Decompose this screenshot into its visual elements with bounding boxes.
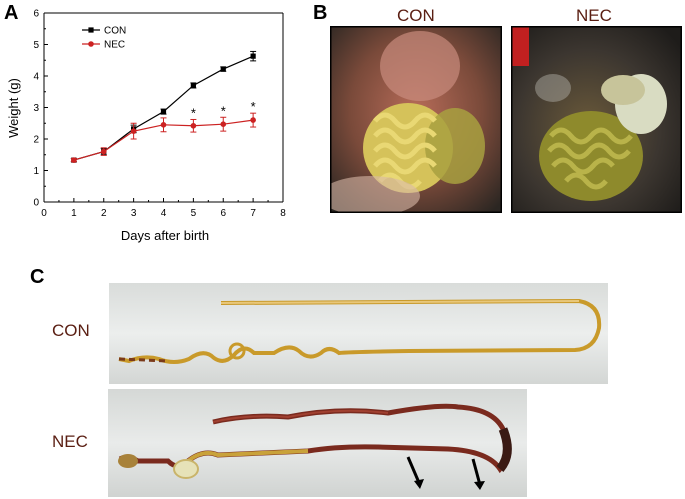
weight-chart: 0 1 2 3 4 5 6 7 8 0 1 2 3 4 5 6 * * * CON NEC Weight (g) D… <box>6 9 286 244</box>
x-axis-label: Days after birth <box>121 228 209 243</box>
x-tick-label: 8 <box>280 208 286 219</box>
data-point-nec <box>190 122 197 129</box>
photo-b-con-label: CON <box>397 6 435 25</box>
panel-label-a: A <box>4 2 19 24</box>
y-tick-label: 5 <box>33 40 39 51</box>
data-point-nec <box>71 157 77 163</box>
chart-marks: * * * <box>70 50 257 163</box>
data-point-nec <box>130 128 137 134</box>
data-point-con <box>250 53 256 59</box>
y-tick-label: 6 <box>33 9 39 20</box>
data-point-con <box>220 66 226 72</box>
y-tick-label: 3 <box>33 103 39 114</box>
data-point-con <box>190 82 196 89</box>
panel-label-c: C <box>30 266 45 288</box>
y-tick-label: 1 <box>33 166 39 177</box>
chart-axes: 0 1 2 3 4 5 6 7 8 0 1 2 3 4 5 6 <box>33 9 286 220</box>
data-point-nec <box>160 122 167 128</box>
x-tick-label: 3 <box>131 208 137 219</box>
data-point-nec <box>220 121 227 127</box>
x-tick-label: 5 <box>191 208 197 219</box>
x-tick-label: 1 <box>71 208 77 219</box>
x-tick-label: 6 <box>220 208 226 219</box>
y-axis-label: Weight (g) <box>6 78 21 138</box>
panel-label-b: B <box>313 2 328 24</box>
photo-c-con <box>109 283 608 384</box>
x-tick-label: 4 <box>161 208 167 219</box>
data-point-nec <box>100 148 107 155</box>
y-tick-label: 0 <box>33 198 39 209</box>
y-tick-label: 4 <box>33 72 39 83</box>
x-tick-label: 7 <box>250 208 256 219</box>
photo-c-con-label: CON <box>52 321 90 340</box>
legend-marker-nec <box>88 41 94 47</box>
significance-marker: * <box>221 103 226 118</box>
photo-c-nec <box>108 389 527 497</box>
legend-label-nec: NEC <box>104 40 125 51</box>
x-tick-label: 0 <box>41 208 47 219</box>
data-point-con <box>160 108 167 115</box>
photo-b-nec <box>511 26 682 213</box>
significance-marker: * <box>251 99 256 114</box>
photo-b-nec-label: NEC <box>576 6 612 25</box>
chart-legend: CON NEC <box>82 26 126 51</box>
data-point-nec <box>250 117 256 123</box>
photo-b-con <box>330 26 502 213</box>
y-tick-label: 2 <box>33 135 39 146</box>
photo-c-nec-label: NEC <box>52 432 88 451</box>
x-tick-label: 2 <box>101 208 107 219</box>
legend-label-con: CON <box>104 26 126 37</box>
significance-marker: * <box>191 105 196 120</box>
legend-marker-con <box>88 27 94 33</box>
